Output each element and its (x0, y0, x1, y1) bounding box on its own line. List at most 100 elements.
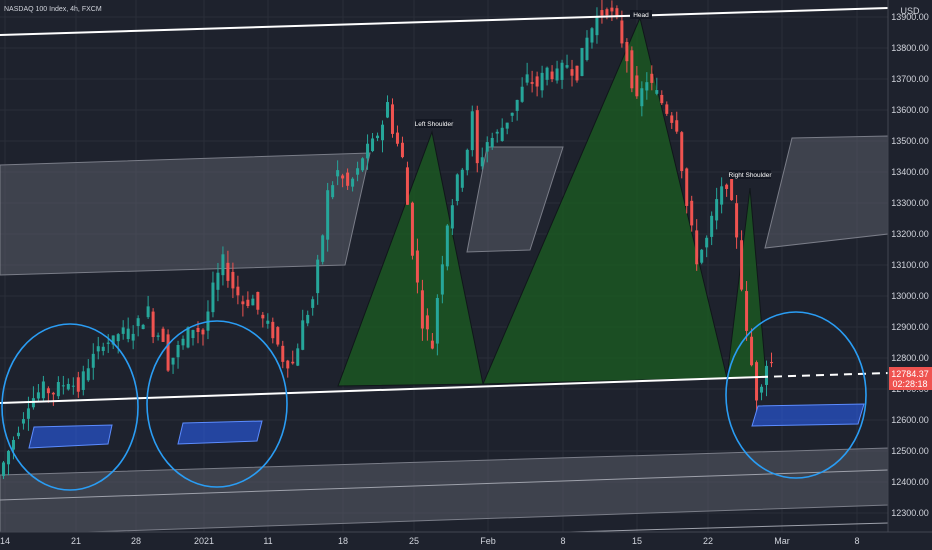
candle-body (326, 190, 330, 240)
candle-body (770, 362, 773, 364)
price-tick-label: 13500.00 (891, 136, 929, 146)
candle-body (371, 138, 375, 152)
candle-body (156, 335, 160, 337)
candle-body (126, 328, 130, 340)
zone-left (0, 152, 371, 276)
candle-body (336, 170, 340, 177)
candle-body (11, 439, 15, 450)
channel-line-lower (0, 469, 889, 501)
candle-body (251, 298, 255, 306)
candle-body (331, 185, 335, 198)
candle-body (570, 69, 574, 76)
candle-body (445, 225, 449, 267)
candle-body (271, 321, 275, 339)
candle-body (440, 264, 444, 295)
candle-body (390, 104, 394, 134)
candle-body (361, 158, 365, 171)
head-triangle (482, 16, 728, 385)
annotation-head: Head (630, 10, 652, 19)
candle-body (690, 200, 694, 226)
candle-body (76, 377, 80, 392)
candle-body (405, 167, 409, 205)
candle-body (415, 250, 419, 283)
circle-2 (146, 320, 288, 488)
candle-body (26, 408, 30, 419)
candle-body (610, 7, 614, 12)
candle-body (655, 90, 659, 94)
candle-body (515, 99, 519, 111)
last-price-bg (889, 367, 932, 390)
candle-body (685, 168, 689, 206)
candle-body (635, 75, 639, 97)
price-tick-label: 12900.00 (891, 322, 929, 332)
candle-body (460, 169, 464, 188)
candle-body (376, 135, 380, 139)
candle-body (231, 271, 235, 289)
annotation-right-shoulder: Right Shoulder (729, 170, 773, 179)
highlight-circles (1, 311, 867, 491)
left-shoulder-label: Left Shoulder (415, 121, 455, 128)
price-tick-label: 13700.00 (891, 74, 929, 84)
candle-body (356, 168, 360, 175)
price-tick-label: 13300.00 (891, 198, 929, 208)
candle-body (201, 329, 205, 335)
candle-body (480, 157, 484, 167)
candle-body (650, 73, 654, 83)
candle-body (351, 178, 355, 187)
candle-body (500, 127, 504, 141)
candle-body (221, 254, 225, 276)
chart-title: NASDAQ 100 Index, 4h, FXCM (4, 6, 102, 13)
candle-body (341, 175, 345, 179)
last-price-badge: 12784.37 02:28:18 (889, 367, 932, 390)
candle-body (640, 88, 644, 107)
price-tick-label: 12600.00 (891, 415, 929, 425)
price-tick-label: 13800.00 (891, 43, 929, 53)
label-bg (416, 119, 452, 128)
time-axis[interactable] (0, 532, 888, 550)
candle-body (535, 76, 539, 87)
demand-box-3 (751, 403, 865, 427)
candle-body (106, 342, 110, 344)
time-tick-label: 2021 (194, 536, 214, 546)
head-label: Head (633, 12, 649, 19)
candle-body (281, 345, 285, 362)
candle-body (306, 314, 310, 324)
candle-body (261, 314, 265, 319)
candle-body (241, 301, 245, 305)
candle-body (51, 392, 55, 395)
time-tick-label: 28 (131, 536, 141, 546)
left-shoulder-triangle (337, 130, 484, 387)
time-tick-label: 15 (632, 536, 642, 546)
candle-body (705, 237, 709, 248)
price-tick-label: 13400.00 (891, 167, 929, 177)
candle-body (286, 360, 290, 369)
candle-body (580, 48, 584, 76)
candle-body (366, 143, 370, 159)
circle-3 (725, 311, 867, 479)
candle-body (386, 102, 389, 118)
candle-body (540, 72, 544, 91)
candle-body (196, 327, 200, 333)
candle-body (36, 392, 40, 399)
candle-body (121, 327, 125, 334)
zones (0, 135, 889, 536)
candle-body (116, 334, 120, 342)
candle-body (755, 362, 759, 401)
candle-body (400, 142, 404, 158)
label-bg (729, 170, 771, 179)
candle-body (301, 320, 305, 350)
candle-body (745, 291, 749, 331)
price-axis[interactable] (888, 0, 932, 550)
candle-body (296, 348, 300, 366)
candle-body (211, 282, 215, 313)
candle-body (585, 37, 589, 60)
candle-body (266, 320, 270, 324)
candle-body (111, 335, 115, 345)
price-tick-label: 13900.00 (891, 12, 929, 22)
candle-body (71, 385, 75, 387)
candle-body (16, 432, 20, 437)
candle-body (465, 149, 469, 171)
right-shoulder-label: Right Shoulder (729, 172, 773, 179)
candle-body (525, 74, 529, 83)
